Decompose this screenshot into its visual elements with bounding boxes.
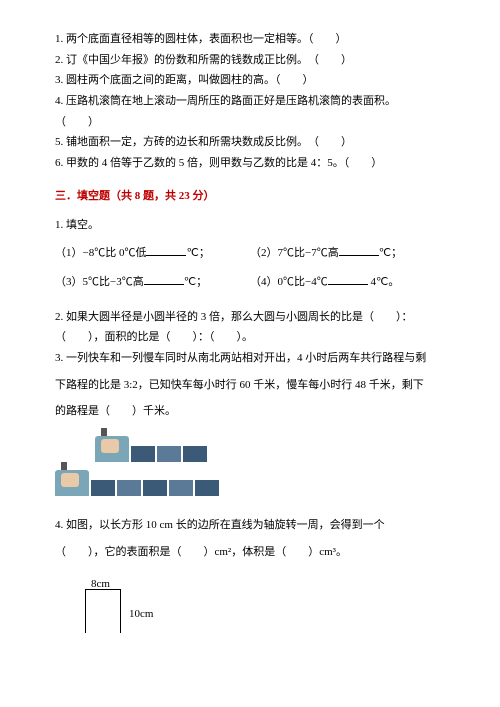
fill-q1-4b: 4℃。 (368, 276, 400, 288)
section-3-title: 三．填空题（共 8 题，共 23 分） (55, 187, 445, 206)
rectangle-figure: 8cm 10cm (85, 575, 185, 635)
train-car-icon (143, 480, 167, 496)
fill-q1-3b: ℃； (184, 276, 207, 288)
fill-q3-line3: 的路程是（ ）千米。 (55, 402, 445, 421)
blank-field[interactable] (328, 273, 368, 285)
locomotive-icon (55, 470, 89, 496)
fill-q1-sub1: （1）−8℃比 0℃低 ℃； (55, 244, 250, 263)
train-illustration (55, 436, 445, 496)
fill-q3-line2: 下路程的比是 3:2，已知快车每小时行 60 千米，慢车每小时行 48 千米，剩… (55, 376, 445, 395)
rectangle-shape-icon (85, 589, 121, 633)
train-car-icon (131, 446, 155, 462)
blank-field[interactable] (339, 244, 379, 256)
fill-q1-head: 1. 填空。 (55, 216, 445, 235)
fill-q1-4a: （4）0℃比−4℃ (250, 276, 328, 288)
fill-q1-sub2: （2）7℃比−7℃高 ℃； (250, 244, 445, 263)
blank-field[interactable] (144, 273, 184, 285)
fill-q1-sub4: （4）0℃比−4℃ 4℃。 (250, 273, 445, 292)
locomotive-icon (95, 436, 129, 462)
fill-q1-1a: （1）−8℃比 0℃低 (55, 247, 146, 259)
train-bottom (55, 470, 445, 496)
fill-q1-row1: （1）−8℃比 0℃低 ℃； （2）7℃比−7℃高 ℃； (55, 244, 445, 263)
fill-q3-line1: 3. 一列快车和一列慢车同时从南北两站相对开出，4 小时后两车共行路程与剩 (55, 349, 445, 368)
train-car-icon (91, 480, 115, 496)
fill-q1-2a: （2）7℃比−7℃高 (250, 247, 339, 259)
judgment-q2: 2. 订《中国少年报》的份数和所需的钱数成正比例。 （ ） (55, 51, 445, 70)
driver-face-icon (101, 439, 119, 453)
fill-q4-line1: 4. 如图，以长方形 10 cm 长的边所在直线为轴旋转一周，会得到一个 (55, 516, 445, 535)
judgment-q4-line1: 4. 压路机滚筒在地上滚动一周所压的路面正好是压路机滚筒的表面积。 (55, 92, 445, 111)
train-car-icon (195, 480, 219, 496)
fill-q1-row2: （3）5℃比−3℃高 ℃； （4）0℃比−4℃ 4℃。 (55, 273, 445, 292)
fill-q1-1b: ℃； (186, 247, 209, 259)
judgment-q6: 6. 甲数的 4 倍等于乙数的 5 倍，则甲数与乙数的比是 4：5。（ ） (55, 154, 445, 173)
fill-q1-2b: ℃； (379, 247, 402, 259)
driver-face-icon (61, 473, 79, 487)
fill-q2-line1: 2. 如果大圆半径是小圆半径的 3 倍，那么大圆与小圆周长的比是（ ）： (55, 308, 445, 327)
blank-field[interactable] (146, 244, 186, 256)
fill-q2-line2: （ ），面积的比是（ ）：（ ）。 (55, 328, 445, 347)
train-car-icon (169, 480, 193, 496)
fill-q1-sub3: （3）5℃比−3℃高 ℃； (55, 273, 250, 292)
train-top (95, 436, 445, 462)
judgment-q1: 1. 两个底面直径相等的圆柱体，表面积也一定相等。（ ） (55, 30, 445, 49)
judgment-q5: 5. 铺地面积一定，方砖的边长和所需块数成反比例。 （ ） (55, 133, 445, 152)
fill-q4-line2: （ ），它的表面积是（ ）cm²，体积是（ ）cm³。 (55, 543, 445, 562)
figure-label-10cm: 10cm (129, 605, 153, 624)
train-car-icon (183, 446, 207, 462)
train-car-icon (117, 480, 141, 496)
fill-q1-3a: （3）5℃比−3℃高 (55, 276, 144, 288)
judgment-q4-line2: （ ） (55, 113, 445, 132)
train-car-icon (157, 446, 181, 462)
judgment-q3: 3. 圆柱两个底面之间的距离，叫做圆柱的高。（ ） (55, 71, 445, 90)
